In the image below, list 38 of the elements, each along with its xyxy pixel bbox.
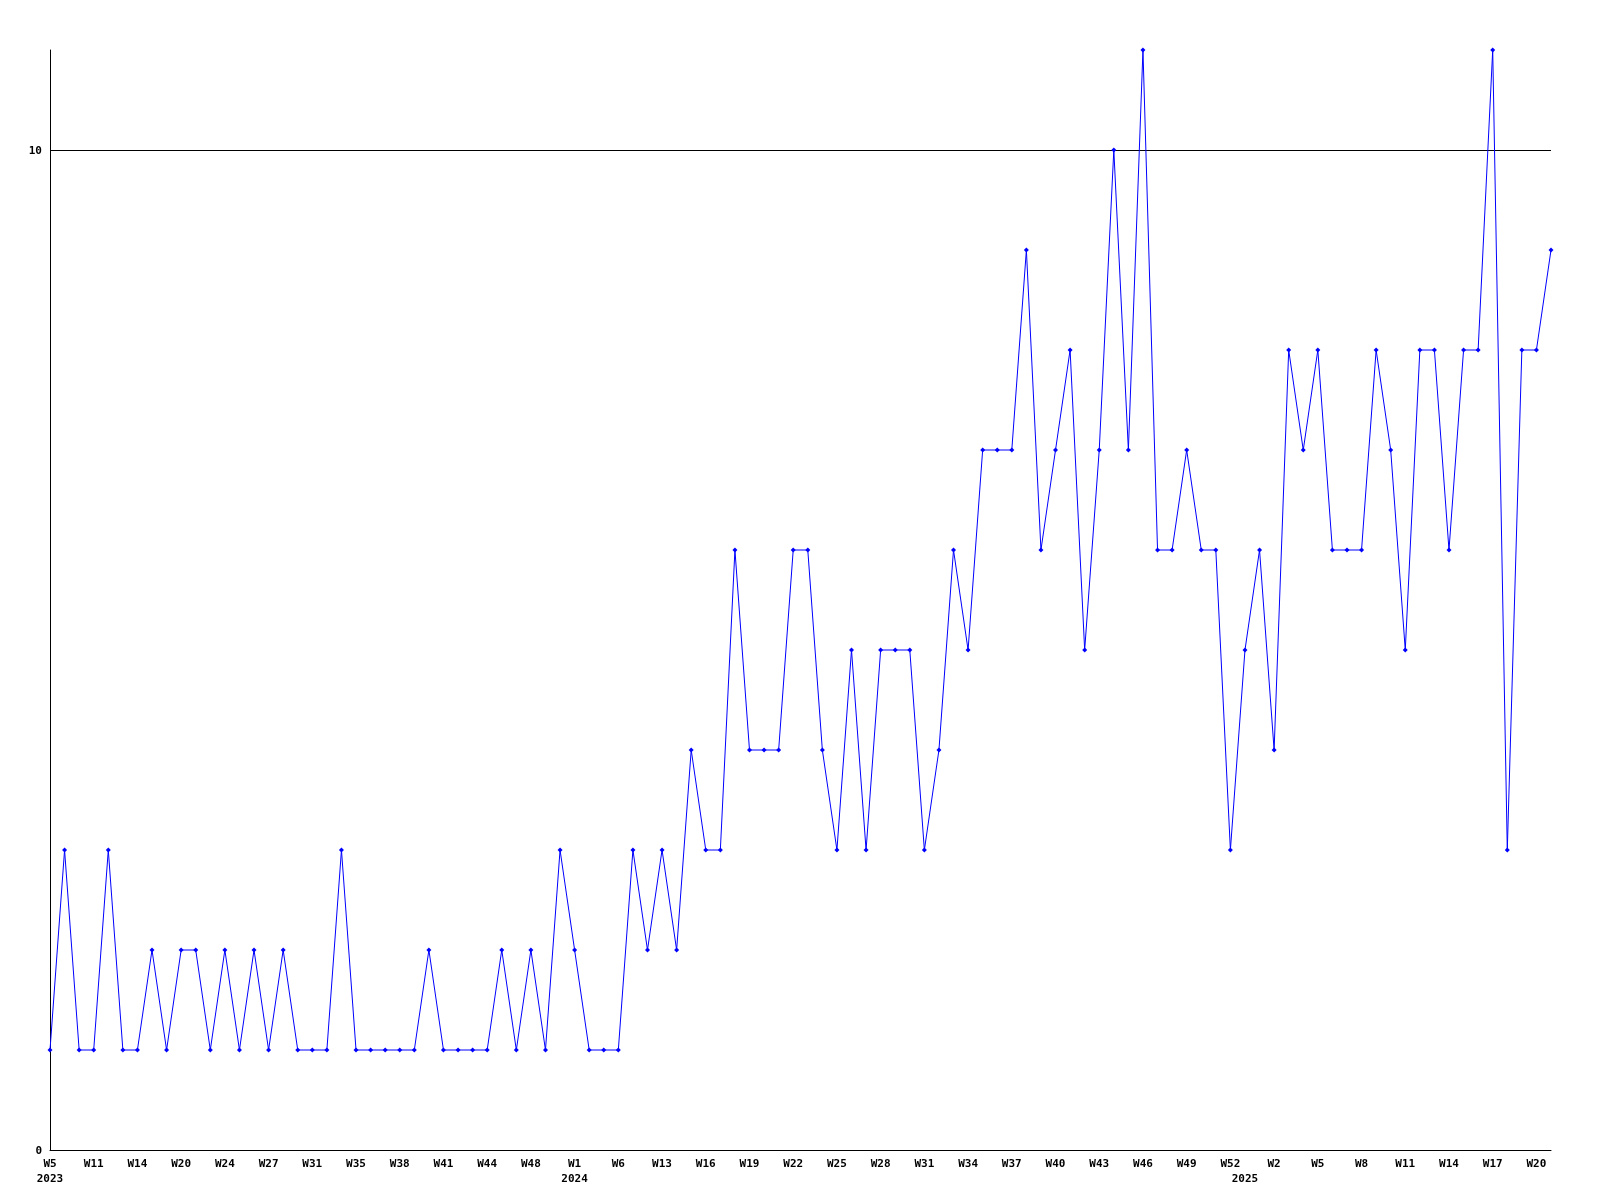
x-tick-label: W41 [433, 1157, 454, 1170]
x-tick-label: W27 [258, 1157, 279, 1170]
x-tick-label: W38 [389, 1157, 410, 1170]
x-tick-label: W14 [127, 1157, 148, 1170]
x-tick-label: W49 [1176, 1157, 1197, 1170]
x-tick-label: W11 [83, 1157, 105, 1170]
x-tick-label: W40 [1045, 1157, 1066, 1170]
x-tick-label: W34 [958, 1157, 979, 1170]
x-tick-label: W20 [171, 1157, 192, 1170]
x-tick-label: W44 [477, 1157, 498, 1170]
x-tick-label: W31 [302, 1157, 323, 1170]
x-tick-label: W28 [870, 1157, 891, 1170]
x-tick-label: W13 [652, 1157, 672, 1170]
x-tick-label: W22 [783, 1157, 804, 1170]
x-tick-label: W1 2024 [561, 1157, 589, 1185]
x-tick-label: W48 [520, 1157, 541, 1170]
x-tick-label: W8 [1354, 1157, 1369, 1170]
x-tick-label: W43 [1089, 1157, 1110, 1170]
y-tick-label: 0 [35, 1143, 42, 1157]
x-tick-label: W2 [1267, 1157, 1281, 1170]
x-tick-label: W11 [1395, 1157, 1416, 1170]
x-tick-label: W52 [1220, 1157, 1241, 1170]
x-tick-label: W5 2023 [36, 1157, 64, 1185]
x-tick-label: W16 [695, 1157, 717, 1170]
x-tick-label: W35 [346, 1157, 366, 1170]
x-tick-label: W25 [826, 1157, 847, 1170]
x-tick-label: W31 [914, 1157, 935, 1170]
x-tick-label: W20 [1526, 1157, 1547, 1170]
x-tick-label: W24 [214, 1157, 236, 1170]
x-tick-label: W14 [1439, 1157, 1460, 1170]
x-tick-label: W17 [1482, 1157, 1503, 1170]
x-tick-label: W37 [1001, 1157, 1022, 1170]
y-tick-label: 10 [28, 143, 42, 157]
x-tick-label: W46 [1133, 1157, 1154, 1170]
x-tick-label: W6 [611, 1157, 626, 1170]
x-tick-label: W5 [1311, 1157, 1325, 1170]
x-tick-label: 2025 [1231, 1172, 1259, 1185]
x-tick-label: W19 [739, 1157, 760, 1170]
